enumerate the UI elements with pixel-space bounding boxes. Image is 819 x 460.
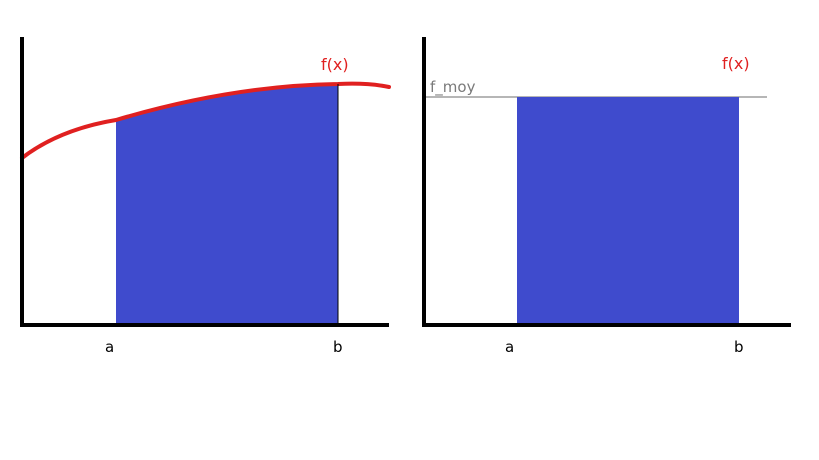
left-b-label: b (333, 338, 343, 356)
right-function-label: f(x) (722, 54, 750, 73)
right-mean-label: f_moy (430, 78, 476, 97)
right-b-label: b (734, 338, 744, 356)
left-a-label: a (105, 338, 114, 356)
right-mean-rectangle (517, 97, 739, 324)
left-panel: f(x) a b (20, 37, 391, 356)
left-area-under-curve (116, 84, 338, 324)
left-function-label: f(x) (321, 55, 349, 74)
left-function-curve (20, 81, 391, 160)
right-a-label: a (505, 338, 514, 356)
right-panel: f_moy f(x) a b (422, 37, 791, 356)
